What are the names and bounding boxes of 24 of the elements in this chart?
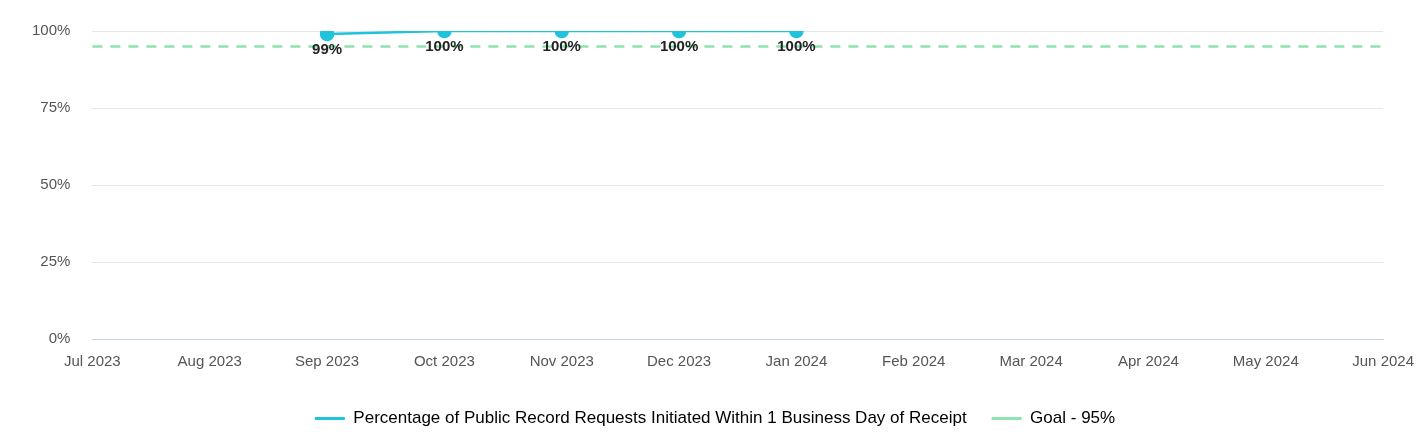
x-tick-label: Oct 2023 bbox=[413, 352, 475, 370]
x-tick-label: Jan 2024 bbox=[765, 352, 828, 370]
data-label: 99% bbox=[312, 39, 343, 57]
data-label: 100% bbox=[777, 36, 816, 54]
x-tick-label: Jul 2023 bbox=[64, 352, 121, 370]
legend-label: Goal - 95% bbox=[1030, 408, 1116, 428]
data-label: 100% bbox=[659, 36, 699, 54]
x-tick-label: Aug 2023 bbox=[177, 352, 242, 370]
y-tick-label: 100% bbox=[31, 21, 71, 39]
y-tick-label: 75% bbox=[40, 98, 71, 116]
legend-label: Percentage of Public Record Requests Initiated Within 1 Business Day of Receipt bbox=[353, 408, 967, 428]
x-tick-label: Apr 2024 bbox=[1118, 352, 1179, 370]
y-tick-label: 0% bbox=[48, 329, 71, 347]
x-tick-label: Sep 2023 bbox=[294, 352, 360, 370]
x-tick-label: Mar 2024 bbox=[999, 352, 1063, 370]
x-tick-label: Feb 2024 bbox=[882, 352, 946, 370]
x-tick-label: Dec 2023 bbox=[646, 352, 712, 370]
y-tick-label: 50% bbox=[40, 175, 71, 193]
x-tick-label: May 2024 bbox=[1232, 352, 1299, 370]
data-label: 100% bbox=[425, 36, 464, 54]
y-tick-label: 25% bbox=[40, 252, 71, 270]
data-label: 100% bbox=[542, 36, 581, 54]
x-tick-label: Nov 2023 bbox=[529, 352, 594, 370]
x-tick-label: Jun 2024 bbox=[1352, 352, 1415, 370]
